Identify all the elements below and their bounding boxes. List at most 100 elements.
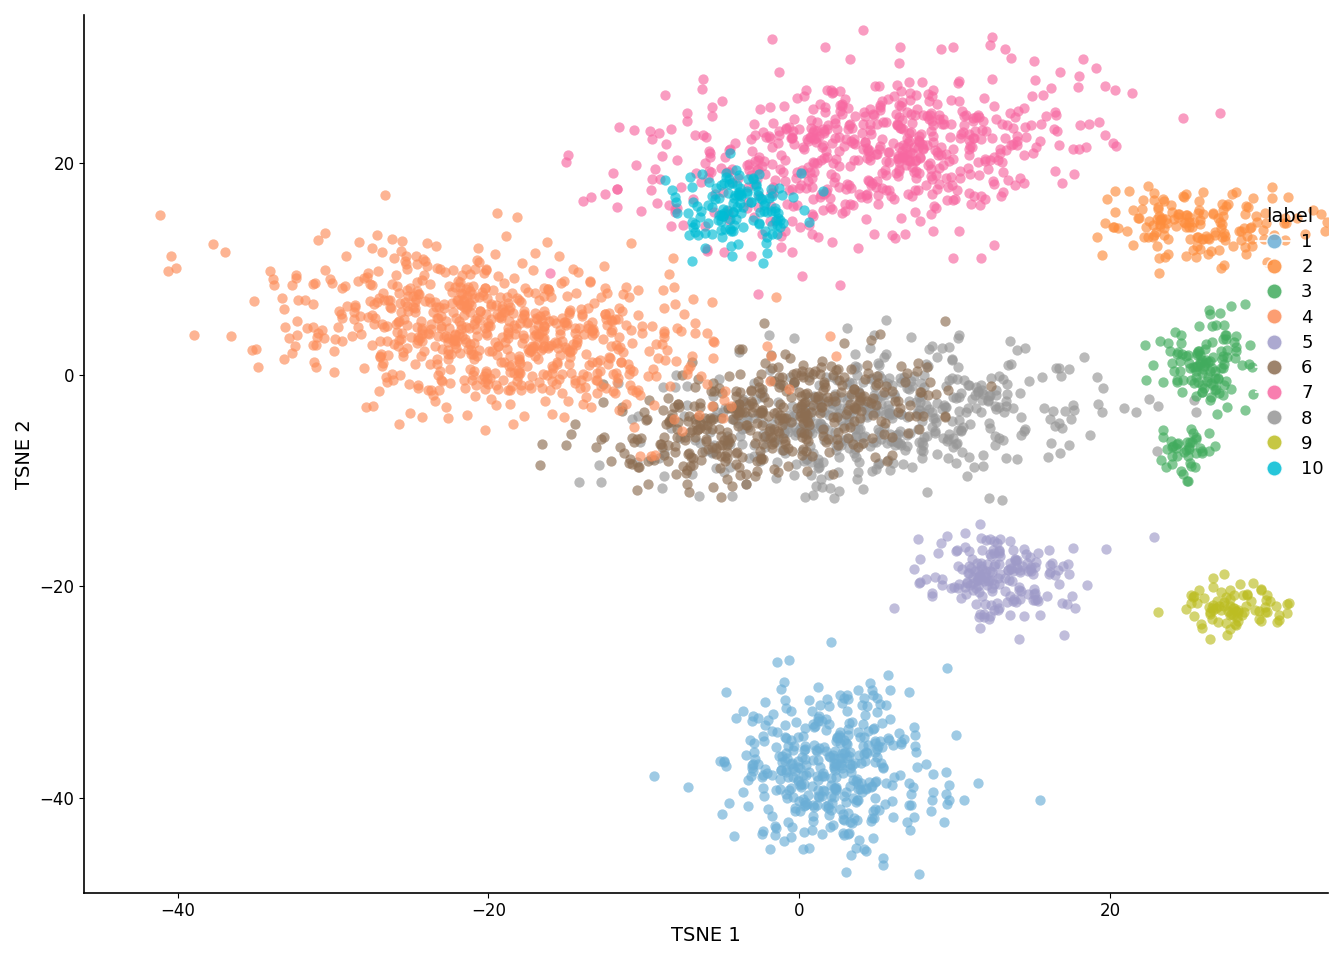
Point bbox=[528, 293, 550, 308]
Point bbox=[937, 192, 958, 207]
Point bbox=[968, 585, 989, 600]
Point bbox=[880, 228, 902, 243]
Point bbox=[555, 315, 577, 330]
Point bbox=[843, 135, 864, 151]
Point bbox=[507, 373, 528, 389]
Point bbox=[794, 741, 816, 756]
Point bbox=[847, 153, 868, 168]
Point bbox=[1216, 342, 1238, 357]
Point bbox=[981, 548, 1003, 564]
Point bbox=[845, 840, 867, 855]
Point bbox=[855, 372, 876, 387]
Point bbox=[621, 456, 642, 471]
Point bbox=[1004, 552, 1025, 567]
Point bbox=[918, 85, 939, 101]
Point bbox=[982, 150, 1004, 165]
Point bbox=[319, 272, 340, 287]
Point bbox=[590, 378, 612, 394]
Point bbox=[511, 382, 532, 397]
Point bbox=[715, 758, 737, 774]
Point bbox=[896, 425, 918, 441]
Point bbox=[653, 300, 675, 315]
Point bbox=[835, 745, 856, 760]
Point bbox=[1183, 608, 1204, 623]
Point bbox=[966, 555, 988, 570]
Point bbox=[821, 370, 843, 385]
Point bbox=[1154, 249, 1176, 264]
Point bbox=[927, 545, 949, 561]
Point bbox=[552, 315, 574, 330]
Point bbox=[1094, 215, 1116, 230]
Point bbox=[1241, 593, 1262, 609]
Point bbox=[1136, 220, 1157, 235]
Point bbox=[669, 399, 691, 415]
Point bbox=[821, 396, 843, 411]
Point bbox=[856, 393, 878, 408]
Point bbox=[778, 653, 800, 668]
Point bbox=[607, 329, 629, 345]
Point bbox=[849, 394, 871, 409]
Point bbox=[1228, 224, 1250, 239]
Point bbox=[560, 365, 582, 380]
Point bbox=[864, 449, 886, 465]
Point bbox=[723, 218, 745, 233]
Point bbox=[808, 129, 829, 144]
Point bbox=[840, 764, 862, 780]
Point bbox=[1005, 553, 1027, 568]
Point bbox=[824, 780, 845, 796]
Point bbox=[843, 382, 864, 397]
Point bbox=[946, 542, 968, 558]
Point bbox=[796, 132, 817, 147]
Point bbox=[515, 280, 536, 296]
Point bbox=[435, 313, 457, 328]
Point bbox=[386, 268, 407, 283]
Point bbox=[683, 457, 704, 472]
Point bbox=[1102, 219, 1124, 234]
Point bbox=[358, 266, 379, 281]
Point bbox=[1153, 221, 1175, 236]
Point bbox=[818, 468, 840, 483]
Point bbox=[934, 409, 956, 424]
Point bbox=[862, 810, 883, 826]
Point bbox=[888, 155, 910, 170]
Point bbox=[306, 329, 328, 345]
Point bbox=[466, 348, 488, 364]
Point bbox=[864, 802, 886, 817]
Point bbox=[968, 108, 989, 123]
Point bbox=[478, 343, 500, 358]
Point bbox=[288, 292, 309, 307]
Point bbox=[824, 130, 845, 145]
Point bbox=[938, 180, 960, 195]
Point bbox=[722, 195, 743, 210]
Point bbox=[778, 381, 800, 396]
Point bbox=[1232, 221, 1254, 236]
Point bbox=[653, 329, 675, 345]
Point bbox=[747, 454, 769, 469]
Point bbox=[480, 319, 501, 334]
Point bbox=[738, 156, 759, 172]
Point bbox=[825, 781, 847, 797]
Point bbox=[883, 737, 905, 753]
Point bbox=[905, 408, 926, 423]
Point bbox=[628, 382, 649, 397]
Point bbox=[1220, 607, 1242, 622]
Point bbox=[909, 129, 930, 144]
Point bbox=[569, 321, 590, 336]
Point bbox=[878, 154, 899, 169]
Point bbox=[555, 155, 577, 170]
Point bbox=[696, 325, 718, 341]
Point bbox=[984, 398, 1005, 414]
Point bbox=[958, 378, 980, 394]
Point bbox=[407, 380, 429, 396]
Point bbox=[735, 466, 757, 481]
Point bbox=[853, 389, 875, 404]
Point bbox=[606, 374, 628, 390]
Point bbox=[1153, 194, 1175, 209]
Point bbox=[474, 261, 496, 276]
Point bbox=[411, 334, 433, 349]
Point bbox=[793, 396, 814, 411]
Point bbox=[852, 22, 874, 37]
Point bbox=[1278, 595, 1300, 611]
Point bbox=[909, 151, 930, 166]
Point bbox=[816, 82, 837, 97]
